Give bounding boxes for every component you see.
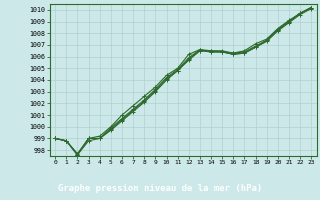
- Text: Graphe pression niveau de la mer (hPa): Graphe pression niveau de la mer (hPa): [58, 184, 262, 193]
